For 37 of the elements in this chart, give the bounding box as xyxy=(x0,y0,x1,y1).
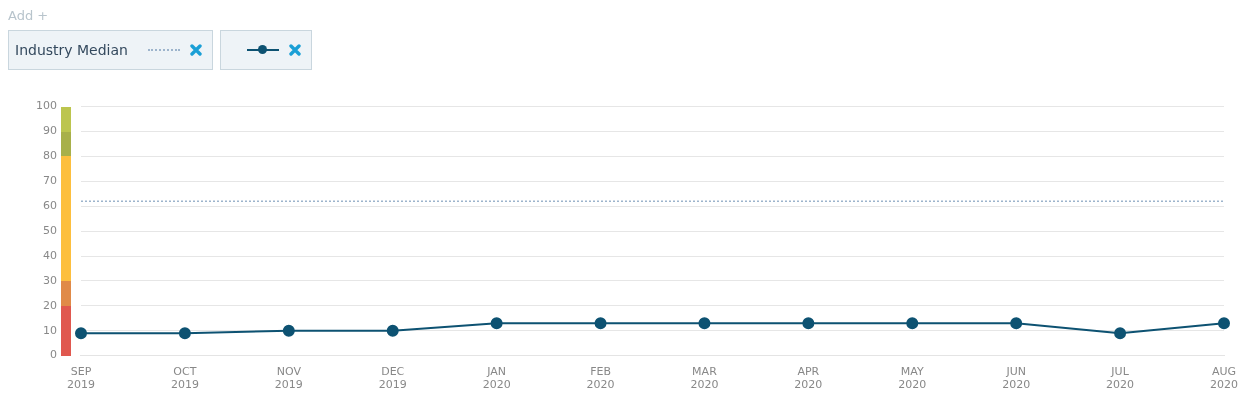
point xyxy=(594,317,607,330)
x-tick-label: JUN 2020 xyxy=(1002,365,1031,392)
point xyxy=(1010,317,1023,330)
point xyxy=(386,324,399,337)
y-tick-label: 60 xyxy=(43,199,57,213)
point xyxy=(802,317,815,330)
x-tick-label: MAY 2020 xyxy=(898,365,927,392)
y-tick-label: 70 xyxy=(43,174,57,188)
x-tick-label: JUL 2020 xyxy=(1106,365,1135,392)
y-tick-label: 10 xyxy=(43,323,57,337)
point xyxy=(490,317,503,330)
x-tick-label: DEC 2019 xyxy=(378,365,407,392)
y-tick-label: 80 xyxy=(43,149,57,163)
y-tick-label: 30 xyxy=(43,273,57,287)
y-tick-label: 50 xyxy=(43,223,57,237)
x-tick-label: OCT 2019 xyxy=(170,365,199,392)
y-tick-label: 20 xyxy=(43,298,57,312)
x-tick-label: APR 2020 xyxy=(794,365,823,392)
point xyxy=(698,317,711,330)
point xyxy=(1114,327,1127,340)
x-tick-label: AUG 2020 xyxy=(1210,365,1238,392)
x-tick-label: JAN 2020 xyxy=(482,365,511,392)
legend-label: Industry Median xyxy=(15,42,128,58)
x-tick-label: SEP 2019 xyxy=(67,365,95,392)
point xyxy=(906,317,919,330)
point xyxy=(1218,317,1230,330)
point xyxy=(75,327,87,340)
y-tick-label: 90 xyxy=(43,124,57,138)
y-tick-label: 40 xyxy=(43,248,57,262)
x-tick-label: FEB 2020 xyxy=(586,365,615,392)
y-tick-label: 100 xyxy=(36,99,57,113)
x-tick-label: MAR 2020 xyxy=(690,365,719,392)
x-tick-label: NOV 2019 xyxy=(274,365,303,392)
text: Add + xyxy=(8,8,50,24)
point xyxy=(282,324,295,337)
point xyxy=(178,327,191,340)
y-tick-label: 0 xyxy=(50,348,57,362)
